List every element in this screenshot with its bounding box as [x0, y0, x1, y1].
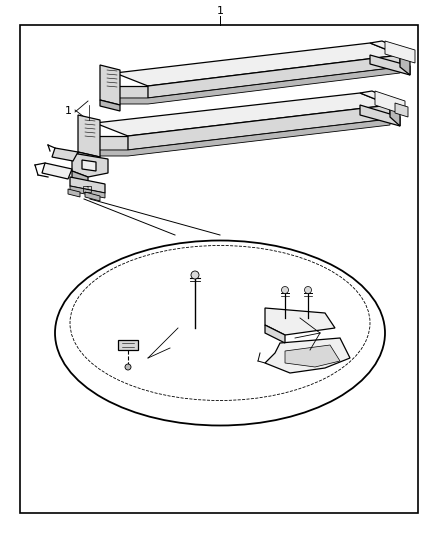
- Polygon shape: [360, 105, 400, 126]
- Polygon shape: [68, 189, 80, 197]
- Polygon shape: [95, 93, 390, 136]
- Polygon shape: [100, 100, 120, 111]
- Polygon shape: [395, 103, 408, 117]
- Polygon shape: [42, 163, 72, 179]
- Polygon shape: [285, 345, 340, 367]
- Polygon shape: [78, 152, 100, 163]
- Polygon shape: [115, 67, 400, 104]
- Polygon shape: [148, 55, 400, 98]
- Text: 1: 1: [216, 6, 223, 16]
- Polygon shape: [390, 103, 400, 126]
- Polygon shape: [72, 171, 88, 185]
- Text: 1: 1: [85, 187, 89, 191]
- Polygon shape: [52, 148, 78, 161]
- Polygon shape: [265, 338, 350, 373]
- Polygon shape: [72, 153, 108, 177]
- Polygon shape: [360, 91, 400, 105]
- Polygon shape: [95, 136, 128, 150]
- Polygon shape: [70, 186, 105, 198]
- Polygon shape: [265, 308, 335, 335]
- Text: 1: 1: [64, 106, 71, 116]
- Polygon shape: [70, 177, 105, 193]
- Polygon shape: [370, 41, 410, 55]
- Polygon shape: [78, 115, 100, 157]
- Circle shape: [191, 271, 199, 279]
- Circle shape: [125, 364, 131, 370]
- Polygon shape: [385, 41, 415, 63]
- Ellipse shape: [55, 240, 385, 425]
- Polygon shape: [100, 65, 120, 105]
- Polygon shape: [118, 340, 138, 350]
- Text: 2: 2: [141, 356, 148, 366]
- Polygon shape: [265, 325, 285, 343]
- Polygon shape: [400, 53, 410, 75]
- Polygon shape: [115, 43, 400, 86]
- Polygon shape: [370, 55, 410, 75]
- Polygon shape: [128, 105, 390, 150]
- Polygon shape: [115, 86, 148, 98]
- Circle shape: [282, 287, 289, 294]
- Polygon shape: [95, 119, 390, 156]
- Polygon shape: [82, 160, 96, 171]
- Polygon shape: [85, 192, 100, 201]
- Circle shape: [304, 287, 311, 294]
- Polygon shape: [375, 91, 405, 115]
- Text: 2: 2: [325, 328, 332, 338]
